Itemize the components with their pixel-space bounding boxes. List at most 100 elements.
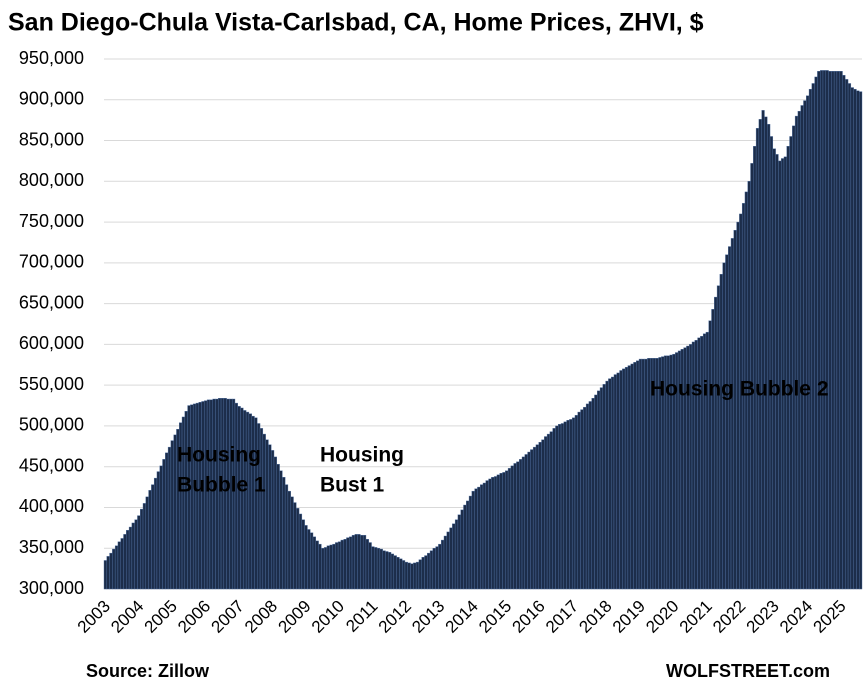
bar: [828, 71, 832, 590]
x-tick-label: 2022: [709, 597, 749, 637]
bar: [148, 490, 152, 590]
bar: [580, 409, 584, 590]
bar: [789, 136, 793, 590]
bar: [343, 539, 347, 590]
bar: [190, 404, 194, 590]
x-tick-label: 2013: [408, 597, 448, 637]
bar: [636, 360, 640, 590]
bar: [310, 532, 314, 590]
bar: [822, 70, 826, 590]
bar: [819, 70, 824, 590]
bar: [775, 154, 779, 590]
bar: [780, 158, 785, 590]
y-tick-label: 900,000: [19, 89, 84, 109]
bar: [505, 470, 509, 590]
bar: [750, 163, 754, 590]
bar: [466, 500, 470, 590]
bar: [463, 504, 467, 590]
bar: [362, 534, 367, 590]
bar: [507, 468, 512, 590]
bar: [700, 336, 704, 590]
bar: [574, 415, 578, 590]
y-tick-label: 650,000: [19, 292, 84, 312]
bar: [323, 547, 328, 590]
bar: [142, 503, 147, 590]
bar: [273, 456, 277, 590]
bar: [262, 433, 266, 590]
bar: [123, 534, 127, 590]
bar: [137, 515, 141, 590]
bar: [638, 358, 643, 590]
bar: [624, 367, 629, 590]
bar: [237, 406, 241, 590]
bar: [454, 519, 459, 590]
bar: [538, 442, 542, 590]
bar: [644, 358, 648, 590]
y-tick-label: 300,000: [19, 578, 84, 598]
annotation: Housing: [320, 444, 404, 467]
y-tick-label: 350,000: [19, 537, 84, 557]
annotation: Housing Bubble 2: [650, 378, 829, 401]
bar: [287, 490, 291, 590]
x-tick-label: 2025: [810, 597, 850, 637]
bar: [608, 378, 612, 590]
source: Source: Zillow: [86, 661, 210, 681]
bar: [106, 556, 110, 590]
bar: [728, 246, 732, 590]
bar: [613, 374, 617, 590]
bar: [351, 534, 356, 590]
bar: [318, 543, 322, 590]
bar: [396, 557, 400, 590]
bar: [471, 490, 475, 590]
bar: [401, 560, 406, 590]
bar: [112, 548, 116, 590]
bar: [460, 509, 464, 590]
bar: [435, 546, 439, 590]
bar: [371, 546, 375, 590]
bar: [245, 411, 250, 590]
bar: [711, 309, 715, 590]
bar: [379, 548, 383, 590]
bar: [103, 560, 107, 590]
bar: [357, 534, 361, 590]
bar: [722, 262, 726, 590]
x-tick-label: 2012: [375, 597, 415, 637]
bar: [321, 548, 325, 590]
bar: [126, 530, 130, 590]
bar: [114, 545, 119, 590]
bar: [569, 419, 573, 590]
bar: [708, 320, 712, 590]
bar: [440, 539, 445, 590]
bar: [599, 387, 604, 590]
bar: [162, 459, 166, 590]
x-tick-label: 2004: [107, 597, 147, 637]
bar: [443, 535, 447, 590]
bar: [842, 75, 846, 590]
bar: [427, 552, 431, 590]
bar: [290, 496, 294, 590]
bar: [519, 459, 523, 590]
y-tick-label: 400,000: [19, 496, 84, 516]
bar: [140, 508, 144, 590]
bar: [831, 71, 835, 590]
bar: [410, 563, 414, 590]
bar: [268, 444, 272, 590]
bar: [605, 380, 609, 590]
bar: [159, 465, 163, 590]
annotation: Bust 1: [320, 474, 385, 497]
bar: [491, 477, 495, 590]
bar: [307, 529, 311, 590]
bar: [477, 486, 481, 590]
x-tick-label: 2009: [274, 597, 314, 637]
bar: [109, 552, 113, 590]
bar: [482, 482, 486, 590]
y-tick-label: 700,000: [19, 252, 84, 272]
x-tick-label: 2015: [475, 597, 515, 637]
bar: [496, 474, 500, 590]
bar: [836, 71, 840, 590]
bar: [859, 91, 863, 590]
bar: [783, 156, 787, 590]
bar: [413, 562, 417, 590]
bar: [716, 285, 721, 590]
bar: [588, 401, 592, 590]
